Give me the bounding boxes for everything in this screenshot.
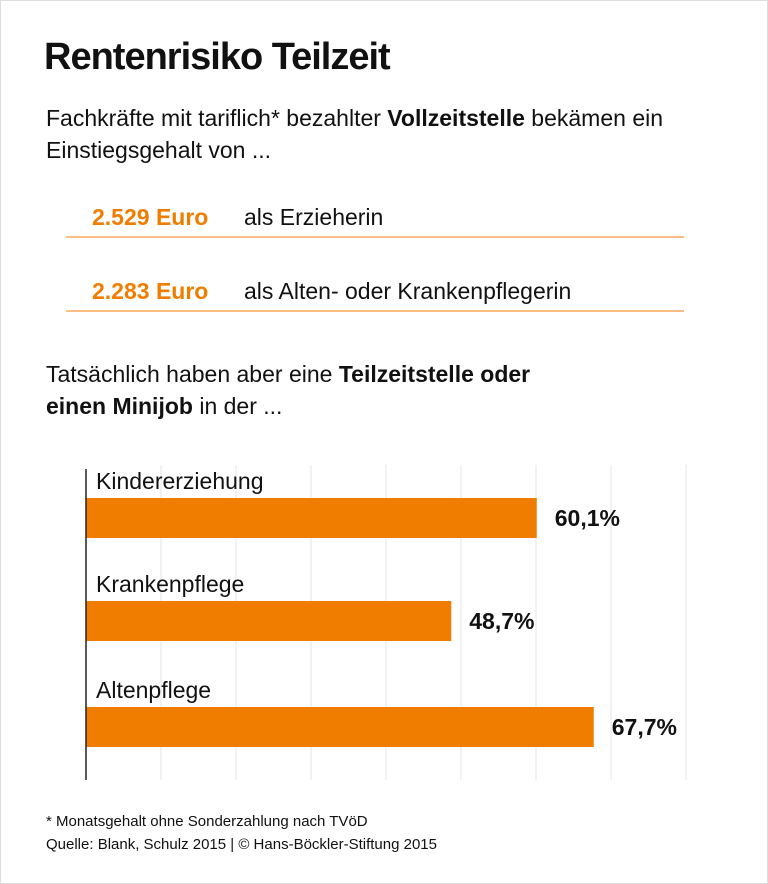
salary-amount: 2.529 Euro (92, 204, 209, 230)
intro2-post: in der ... (192, 393, 283, 419)
intro2-text: Tatsächlich haben aber eine Teilzeitstel… (46, 358, 530, 422)
bar (86, 498, 537, 538)
category-label: Altenpflege (96, 677, 211, 703)
intro-pre: Fachkräfte mit tariflich* bezahlter (46, 105, 388, 131)
value-label: 60,1% (555, 505, 620, 531)
intro2-bold2: einen Minijob (46, 393, 193, 419)
bar (86, 601, 452, 641)
salary-row: 2.283 Euro als Alten- oder Krankenpflege… (66, 274, 684, 312)
value-label: 67,7% (612, 714, 677, 740)
intro-bold: Vollzeitstelle (387, 105, 525, 131)
category-label: Kindererziehung (96, 468, 264, 494)
salary-amount: 2.283 Euro (92, 278, 209, 304)
salary-row: 2.529 Euro als Erzieherin (66, 200, 684, 238)
chart-title: Rentenrisiko Teilzeit (44, 36, 391, 78)
intro2-bold1: Teilzeitstelle oder (338, 361, 531, 387)
source: Quelle: Blank, Schulz 2015 | © Hans-Böck… (46, 836, 437, 853)
footnote: * Monatsgehalt ohne Sonderzahlung nach T… (46, 813, 368, 830)
bar (86, 707, 594, 747)
salary-desc: als Alten- oder Krankenpflegerin (244, 278, 572, 304)
value-label: 48,7% (469, 608, 534, 634)
intro-text: Fachkräfte mit tariflich* bezahlter Voll… (46, 102, 746, 166)
salary-desc: als Erzieherin (244, 204, 384, 230)
intro-post: bekämen ein Einstiegsgehalt von ... (46, 105, 664, 163)
category-label: Krankenpflege (96, 571, 244, 597)
intro2-pre: Tatsächlich haben aber eine (46, 361, 339, 387)
